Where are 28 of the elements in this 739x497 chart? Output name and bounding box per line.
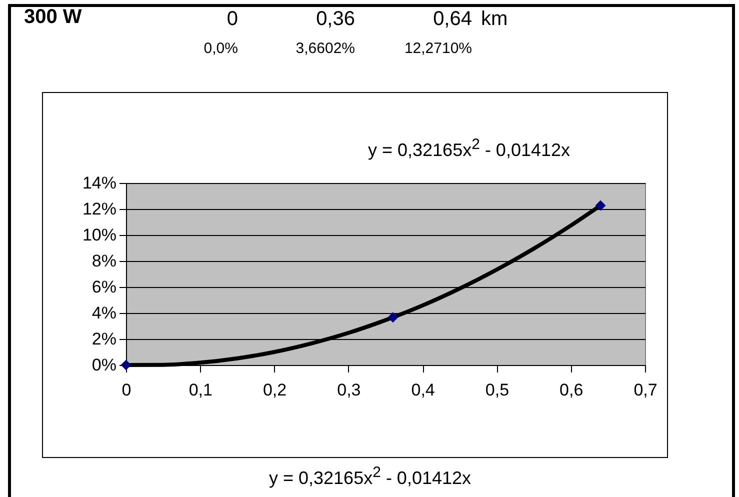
x-tick-label: 0,3 xyxy=(337,380,361,400)
text: 0 xyxy=(226,8,238,31)
x-tick-label: 0 xyxy=(122,380,132,400)
text: 0,0% xyxy=(204,40,238,57)
x-tick-label: 0,4 xyxy=(411,380,435,400)
x-tick-label: 0,5 xyxy=(485,380,510,400)
y-tick-label: 8% xyxy=(92,252,116,270)
x-tick-label: 0,6 xyxy=(560,380,584,400)
x-tick-label: 0,2 xyxy=(262,380,287,400)
y-tick-label: 10% xyxy=(82,226,116,244)
y-tick-label: 4% xyxy=(92,304,116,322)
y-tick-label: 14% xyxy=(82,174,116,192)
text: 3,6602% xyxy=(296,40,355,57)
text: km xyxy=(481,8,508,31)
y-tick-label: 0% xyxy=(92,356,116,374)
x-tick-label: 0,7 xyxy=(634,380,658,400)
x-tick-label: 0,1 xyxy=(188,380,212,400)
text: 300 W xyxy=(24,6,82,29)
y-tick-label: 12% xyxy=(82,200,116,218)
y-tick-label: 2% xyxy=(92,330,116,348)
text: y = 0,32165x$^{2}$ - 0,01412x xyxy=(269,464,471,489)
text: 0,64 xyxy=(433,8,472,31)
y-tick-label: 6% xyxy=(92,278,116,296)
text: 0,36 xyxy=(316,8,355,31)
point xyxy=(595,200,606,211)
text: 12,2710% xyxy=(404,40,472,57)
point xyxy=(388,312,398,323)
text: y = 0,32165x$^{2}$ - 0,01412x xyxy=(368,136,570,161)
